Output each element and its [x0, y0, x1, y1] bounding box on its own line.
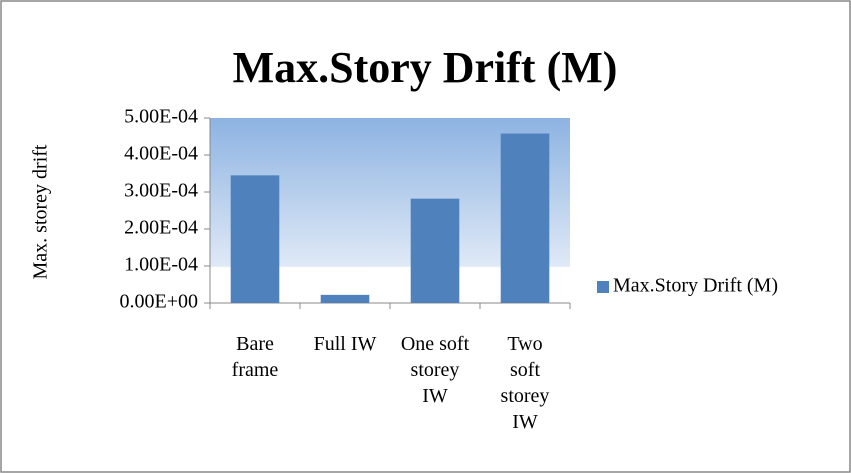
y-tick-label: 1.00E-04 [124, 254, 198, 276]
x-tick-label: One soft storey IW [401, 333, 470, 407]
y-tick-label: 4.00E-04 [124, 143, 198, 165]
bar [500, 133, 550, 303]
y-tick-label: 5.00E-04 [124, 106, 198, 128]
y-tick-label: 0.00E+00 [120, 291, 199, 313]
bar [410, 198, 460, 303]
x-tick-label: Bare frame [232, 333, 279, 381]
legend-swatch [597, 281, 609, 293]
y-axis-label: Max. storey drift [30, 144, 52, 279]
chart-title: Max.Story Drift (M) [233, 43, 618, 92]
y-tick-label: 3.00E-04 [124, 180, 198, 202]
bar [230, 175, 280, 303]
x-tick-label: Full IW [314, 333, 377, 355]
y-tick-label: 2.00E-04 [124, 217, 198, 239]
bar [320, 294, 370, 303]
legend-label: Max.Story Drift (M) [613, 275, 778, 297]
x-tick-label: Two soft storey IW [501, 333, 550, 433]
